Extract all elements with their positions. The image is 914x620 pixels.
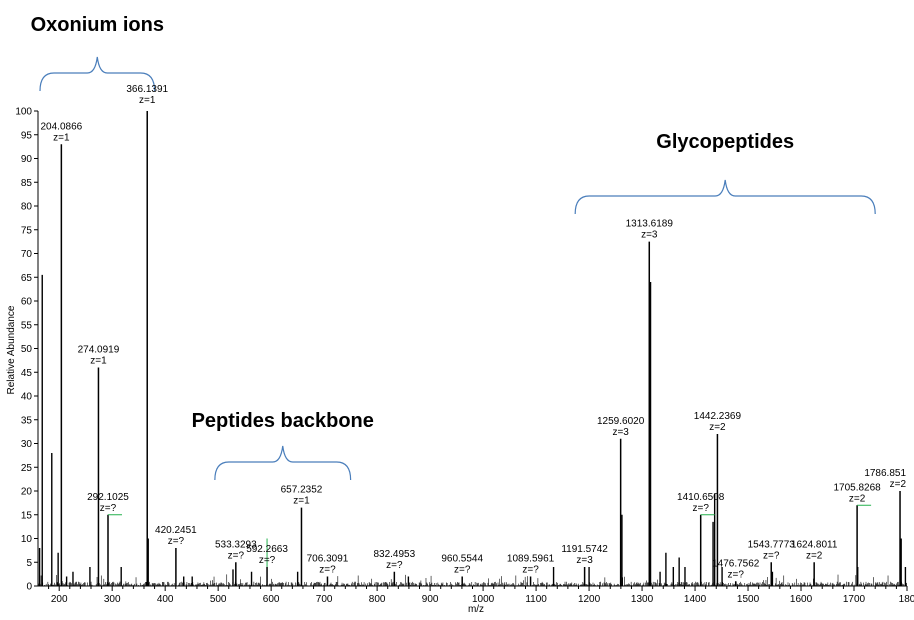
- peak-mz-label: 1543.7773: [748, 539, 796, 550]
- y-tick-label: 95: [21, 130, 33, 141]
- x-tick-label: 900: [422, 594, 439, 605]
- peak-charge-label: z=?: [259, 555, 276, 566]
- peak-mz-label: 1313.6189: [626, 219, 674, 230]
- peak-mz-label: 960.5544: [441, 554, 483, 565]
- peak-mz-label: 366.1391: [126, 84, 168, 95]
- peak-charge-label: z=?: [228, 550, 245, 561]
- y-tick-label: 35: [21, 415, 33, 426]
- peak-charge-label: z=1: [139, 95, 156, 106]
- y-tick-label: 60: [21, 297, 33, 308]
- peak-mz-label: 1089.5961: [507, 554, 555, 565]
- y-tick-label: 50: [21, 344, 33, 355]
- peak-charge-label: z=?: [386, 560, 403, 571]
- peak-charge-label: z=2: [890, 479, 907, 490]
- peak-mz-label: 657.2352: [281, 485, 323, 496]
- axes: 0 5 10 15 20 25 30 35 40 45 50 55 60 65 70 75 80 85 90 95 10…: [15, 107, 914, 606]
- peak-labels-layer: 204.0866z=1366.1391z=1274.0919z=1292.102…: [41, 84, 907, 580]
- x-tick-label: 700: [316, 594, 333, 605]
- x-tick-label: 1700: [843, 594, 866, 605]
- peak-charge-label: z=2: [806, 550, 823, 561]
- y-tick-label: 75: [21, 225, 33, 236]
- x-tick-label: 1600: [790, 594, 813, 605]
- y-axis-title: Relative Abundance: [6, 305, 17, 394]
- peak-mz-label: 1259.6020: [597, 416, 645, 427]
- peak-charge-label: z=?: [728, 569, 745, 580]
- x-tick-label: 200: [51, 594, 68, 605]
- baseline-noise: [38, 574, 907, 586]
- y-tick-label: 30: [21, 439, 33, 450]
- peak-charge-label: z=1: [53, 132, 70, 143]
- peak-mz-label: 533.3293: [215, 539, 257, 550]
- x-axis-title: m/z: [468, 604, 484, 615]
- y-tick-label: 0: [26, 582, 32, 593]
- peak-mz-label: 1786.851: [864, 468, 906, 479]
- peak-charge-label: z=3: [612, 427, 629, 438]
- peak-charge-label: z=2: [849, 493, 866, 504]
- annotation-bracket: [574, 179, 876, 215]
- peak-mz-label: 1476.7562: [712, 558, 760, 569]
- y-tick-label: 5: [26, 558, 32, 569]
- x-tick-label: 400: [157, 594, 174, 605]
- peak-mz-label: 292.1025: [87, 492, 129, 503]
- peak-mz-label: 1191.5742: [561, 544, 608, 555]
- y-tick-label: 55: [21, 320, 33, 331]
- peak-charge-label: z=?: [319, 565, 336, 576]
- peak-mz-label: 1624.8011: [791, 539, 838, 550]
- peak-charge-label: z=1: [293, 496, 310, 507]
- annotation-bracket: [214, 445, 352, 481]
- peak-mz-label: 1410.6508: [677, 492, 725, 503]
- peak-mz-label: 832.4953: [373, 549, 415, 560]
- x-tick-label: 1100: [525, 594, 547, 605]
- y-tick-label: 45: [21, 368, 33, 379]
- x-tick-label: 1200: [578, 594, 601, 605]
- x-tick-label: 1500: [737, 594, 760, 605]
- x-tick-label: 800: [369, 594, 386, 605]
- peak-mz-label: 204.0866: [41, 121, 83, 132]
- peak-charge-label: z=?: [454, 565, 471, 576]
- peak-charge-label: z=?: [692, 503, 709, 514]
- peak-mz-label: 274.0919: [78, 345, 120, 356]
- annotation-label: Oxonium ions: [31, 14, 164, 36]
- y-tick-label: 10: [21, 534, 33, 545]
- x-tick-label: 500: [210, 594, 227, 605]
- annotation-bracket: [39, 56, 156, 92]
- peak-charge-label: z=3: [641, 230, 658, 241]
- x-tick-label: 180: [899, 594, 914, 605]
- y-tick-label: 90: [21, 154, 33, 165]
- y-tick-label: 85: [21, 178, 33, 189]
- peaks-layer: [38, 111, 907, 586]
- peak-mz-label: 706.3091: [307, 554, 349, 565]
- annotation-layer: Oxonium ions Peptides backbone Glycopeptid…: [31, 14, 876, 481]
- peak-mz-label: 420.2451: [155, 525, 197, 536]
- peak-charge-label: z=?: [100, 503, 117, 514]
- y-tick-label: 70: [21, 249, 33, 260]
- peak-charge-label: z=?: [168, 536, 185, 547]
- y-tick-label: 25: [21, 463, 33, 474]
- x-tick-label: 600: [263, 594, 280, 605]
- y-tick-label: 100: [15, 107, 32, 118]
- x-tick-label: 1300: [631, 594, 654, 605]
- peak-charge-label: z=3: [576, 555, 593, 566]
- peak-mz-label: 1442.2369: [694, 411, 742, 422]
- y-tick-label: 80: [21, 202, 33, 213]
- peak-charge-label: z=?: [763, 550, 780, 561]
- y-tick-label: 65: [21, 273, 33, 284]
- peak-charge-label: z=?: [522, 565, 539, 576]
- peak-mz-label: 592.2663: [246, 544, 288, 555]
- x-tick-label: 300: [104, 594, 121, 605]
- y-tick-label: 15: [21, 510, 33, 521]
- y-tick-label: 20: [21, 487, 33, 498]
- x-tick-label: 1400: [684, 594, 707, 605]
- peak-charge-label: z=1: [90, 356, 107, 367]
- peak-charge-label: z=2: [709, 422, 726, 433]
- x-tick-label: 1000: [472, 594, 495, 605]
- annotation-label: Peptides backbone: [192, 410, 374, 432]
- y-tick-label: 40: [21, 392, 33, 403]
- peak-mz-label: 1705.8268: [833, 482, 881, 493]
- annotation-label: Glycopeptides: [656, 131, 794, 153]
